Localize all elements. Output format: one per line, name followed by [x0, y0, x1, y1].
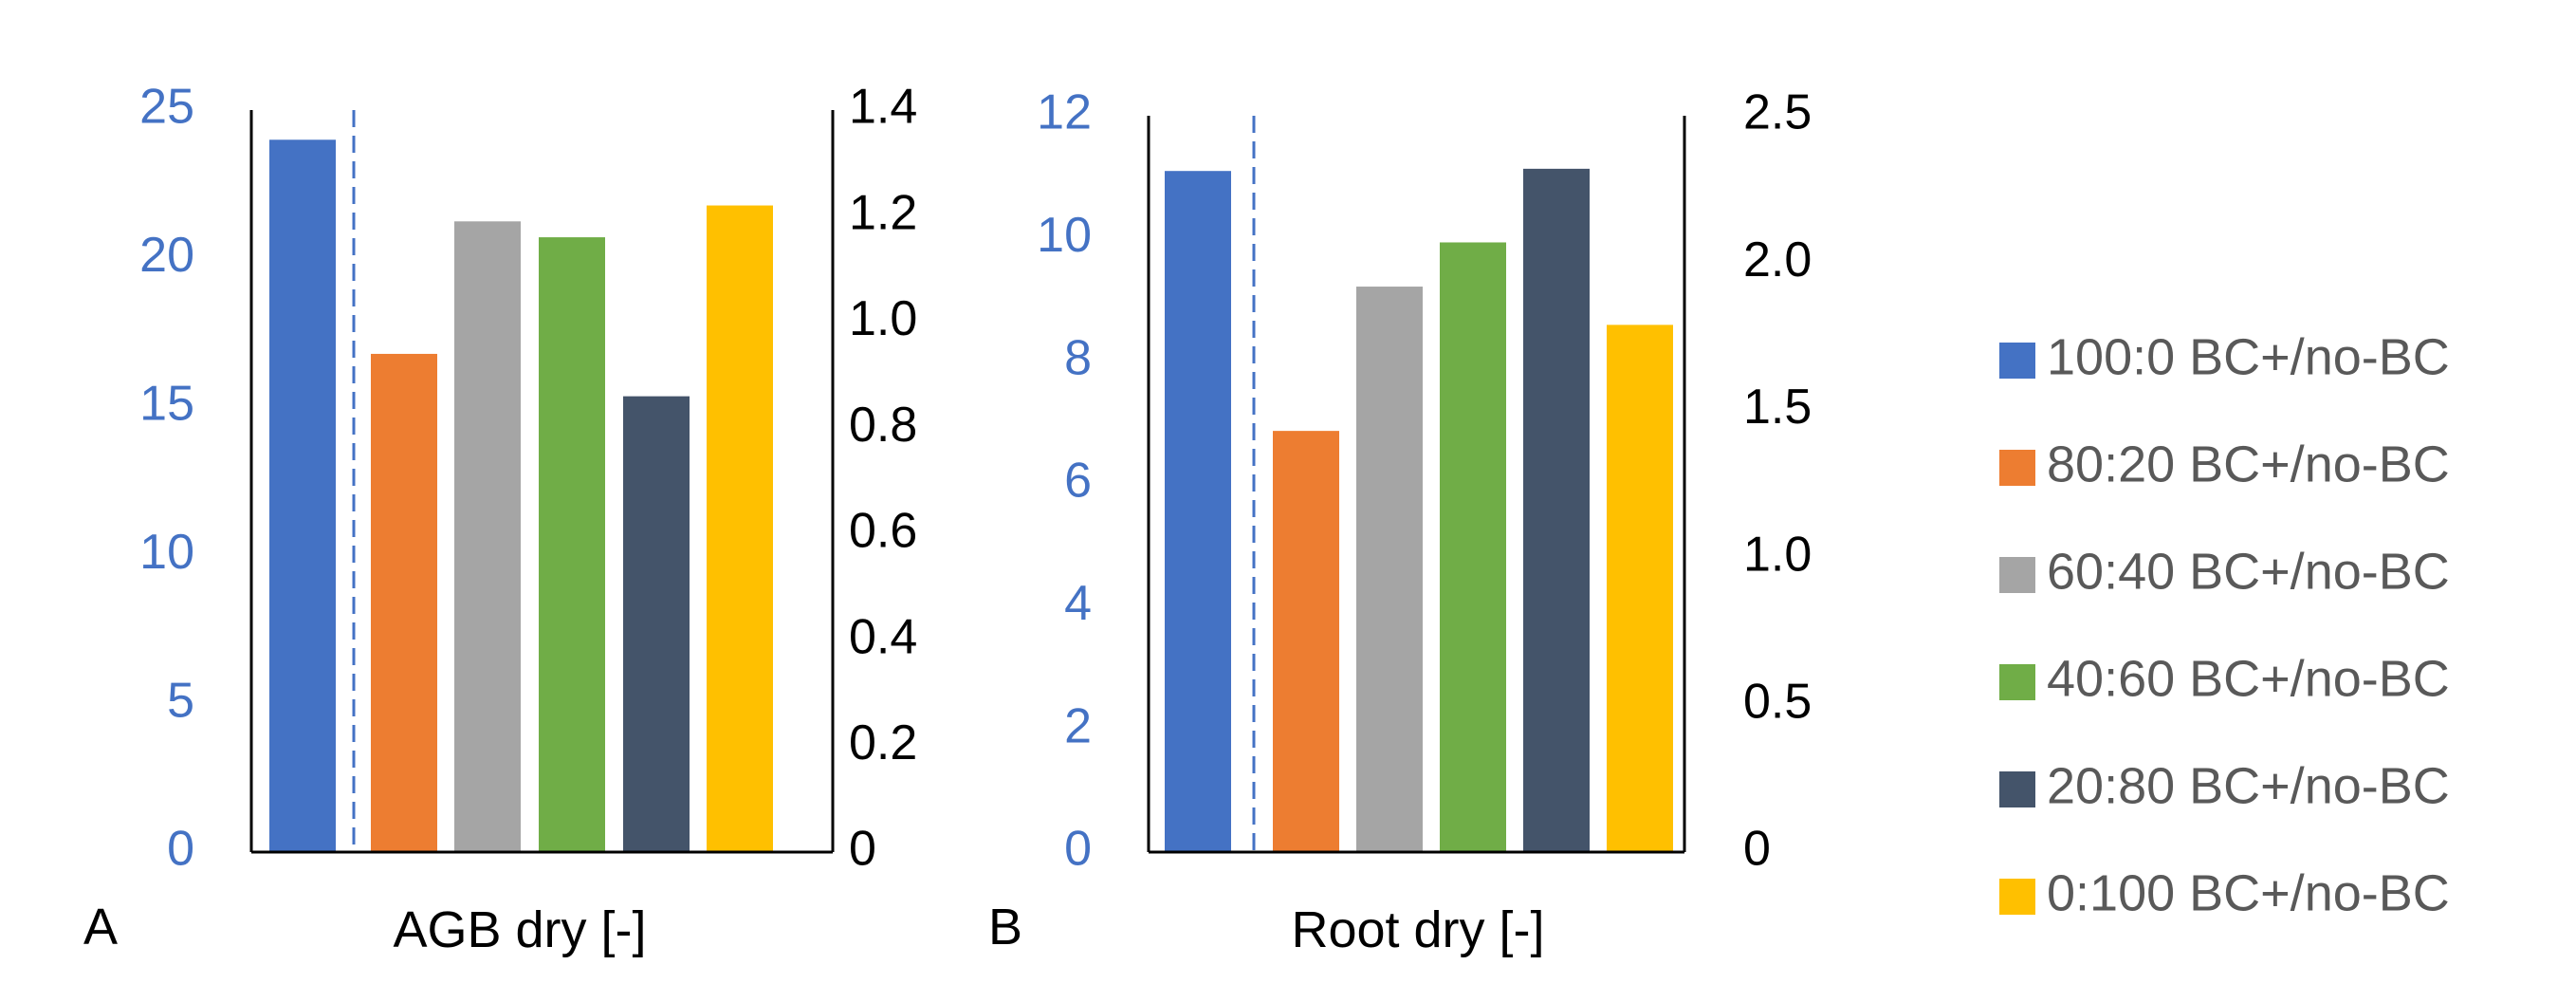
legend-label: 100:0 BC+/no-BC: [2047, 328, 2450, 385]
left-tick-label: 6: [1064, 454, 1092, 509]
left-tick-label: 2: [1064, 698, 1092, 753]
legend-swatch: [1999, 664, 2035, 700]
left-tick-label: 5: [167, 673, 194, 728]
chart-panel-a: 0 5 10 15 20 25 0 0.2 0.4 0.6 0.8 1.0 1.2 1.4 A AGB dry…: [83, 80, 917, 958]
right-tick-label: 2.5: [1743, 85, 1812, 140]
left-tick-label: 20: [139, 228, 194, 283]
bar-4: [539, 237, 605, 853]
left-tick-label: 8: [1064, 330, 1092, 385]
right-tick-label: 0.8: [849, 398, 917, 453]
legend-item: 80:20 BC+/no-BC: [1999, 436, 2450, 492]
x-axis-label: AGB dry [-]: [393, 901, 646, 958]
right-tick-label: 0.2: [849, 715, 917, 770]
right-tick-label: 1.2: [849, 185, 917, 240]
left-tick-label: 0: [1064, 822, 1092, 877]
bar-5: [623, 396, 690, 852]
legend: 100:0 BC+/no-BC 80:20 BC+/no-BC 60:40 BC+/…: [1999, 328, 2450, 921]
left-tick-label: 0: [167, 822, 194, 877]
bar-1: [1165, 171, 1231, 852]
x-axis-label: Root dry [-]: [1291, 901, 1544, 958]
bar-1: [269, 139, 336, 852]
right-tick-label: 1.4: [849, 80, 917, 135]
right-tick-label: 2.0: [1743, 232, 1812, 288]
legend-swatch: [1999, 879, 2035, 915]
legend-label: 20:80 BC+/no-BC: [2047, 757, 2450, 814]
bar-3: [1356, 287, 1423, 853]
panel-letter: A: [83, 899, 118, 956]
legend-item: 0:100 BC+/no-BC: [1999, 864, 2450, 921]
legend-label: 80:20 BC+/no-BC: [2047, 436, 2450, 492]
right-tick-label: 0.6: [849, 504, 917, 559]
right-tick-label: 0.4: [849, 609, 917, 664]
bar-6: [1607, 325, 1673, 852]
legend-swatch: [1999, 557, 2035, 593]
left-tick-label: 12: [1037, 85, 1092, 140]
panel-letter: B: [988, 899, 1022, 956]
legend-label: 60:40 BC+/no-BC: [2047, 543, 2450, 600]
left-tick-label: 10: [1037, 208, 1092, 263]
legend-swatch: [1999, 771, 2035, 807]
legend-item: 60:40 BC+/no-BC: [1999, 543, 2450, 600]
left-tick-label: 10: [139, 525, 194, 580]
bar-4: [1440, 242, 1506, 853]
bar-5: [1523, 168, 1590, 852]
legend-swatch: [1999, 343, 2035, 379]
right-tick-label: 0: [849, 822, 876, 877]
legend-label: 0:100 BC+/no-BC: [2047, 864, 2450, 921]
legend-swatch: [1999, 450, 2035, 486]
right-tick-label: 1.0: [849, 291, 917, 346]
legend-item: 40:60 BC+/no-BC: [1999, 650, 2450, 707]
bar-2: [1273, 431, 1339, 852]
right-tick-label: 1.0: [1743, 527, 1812, 582]
bar-2: [371, 353, 437, 852]
left-tick-label: 15: [139, 377, 194, 432]
bar-3: [454, 221, 521, 853]
legend-item: 100:0 BC+/no-BC: [1999, 328, 2450, 385]
right-tick-label: 0: [1743, 822, 1771, 877]
left-tick-label: 4: [1064, 576, 1092, 631]
legend-item: 20:80 BC+/no-BC: [1999, 757, 2450, 814]
bar-6: [707, 205, 773, 853]
right-tick-label: 1.5: [1743, 380, 1812, 435]
chart-panel-b: 0 2 4 6 8 10 12 0 0.5 1.0 1.5 2.0 2.5 B Root dry [-]: [988, 85, 1812, 958]
left-tick-label: 25: [139, 80, 194, 135]
right-tick-label: 0.5: [1743, 675, 1812, 730]
legend-label: 40:60 BC+/no-BC: [2047, 650, 2450, 707]
